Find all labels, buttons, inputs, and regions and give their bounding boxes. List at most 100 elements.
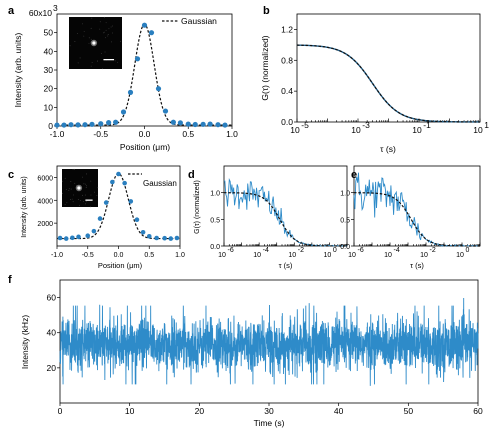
data-point-a bbox=[68, 122, 74, 128]
x-tick-label-b: 10 bbox=[412, 125, 422, 135]
data-point-c bbox=[174, 235, 180, 241]
inset-noise bbox=[90, 194, 92, 196]
data-point-c bbox=[110, 179, 115, 185]
inset-noise bbox=[105, 22, 107, 24]
data-point-a bbox=[222, 122, 228, 128]
y-exponent-sup-a: 3 bbox=[53, 3, 58, 13]
inset-noise bbox=[112, 25, 113, 27]
inset-noise bbox=[103, 31, 105, 33]
inset-noise bbox=[70, 181, 72, 182]
data-point-c bbox=[168, 236, 174, 241]
data-point-c bbox=[154, 235, 159, 241]
x-tick-label-c: 1.0 bbox=[175, 252, 185, 259]
inset-noise bbox=[72, 201, 74, 203]
data-trace-d bbox=[223, 178, 348, 247]
x-tick-label-c: 0.0 bbox=[114, 252, 124, 259]
inset-noise bbox=[69, 45, 71, 47]
inset-spot bbox=[92, 41, 96, 45]
y-axis-label-a: Intensity (arb. units) bbox=[13, 33, 23, 108]
data-point-a bbox=[120, 109, 127, 115]
data-point-c bbox=[97, 216, 103, 221]
inset-noise bbox=[99, 28, 101, 30]
data-point-a bbox=[192, 121, 198, 128]
inset-noise bbox=[103, 32, 105, 34]
inset-noise bbox=[61, 180, 63, 182]
y-exponent-label-a: 60x10 bbox=[29, 8, 52, 18]
inset-noise bbox=[74, 41, 76, 42]
data-point-a bbox=[61, 122, 67, 128]
panel-label-a: a bbox=[8, 5, 15, 17]
data-point-c bbox=[162, 235, 167, 241]
x-axis-label-c: Position (μm) bbox=[98, 261, 143, 270]
x-tick-label-a: -0.5 bbox=[93, 129, 108, 139]
y-tick-label-c: 4000 bbox=[37, 198, 53, 205]
inset-noise bbox=[102, 68, 103, 70]
inset-noise bbox=[90, 206, 91, 208]
data-trace-e bbox=[353, 172, 481, 247]
y-tick-label-b: 0.0 bbox=[281, 117, 293, 127]
inset-noise bbox=[72, 168, 74, 170]
x-tick-exponent-e: -6 bbox=[358, 247, 364, 254]
fit-curve-b bbox=[296, 44, 480, 123]
y-tick-label-e: 0.0 bbox=[340, 244, 350, 251]
x-tick-label-a: 0.0 bbox=[139, 129, 151, 139]
y-tick-label-c: 6000 bbox=[37, 175, 53, 182]
inset-noise bbox=[107, 35, 109, 37]
inset-noise bbox=[83, 31, 85, 32]
x-tick-label-d: 10 bbox=[324, 252, 332, 259]
inset-noise bbox=[65, 189, 67, 191]
intensity-trace-f bbox=[59, 297, 479, 386]
x-tick-label-c: -0.5 bbox=[82, 252, 94, 259]
inset-noise bbox=[107, 34, 109, 35]
data-point-c bbox=[146, 233, 152, 239]
x-tick-exponent-e: -2 bbox=[430, 247, 436, 254]
inset-noise bbox=[68, 188, 70, 190]
fit-curve-e bbox=[353, 192, 480, 247]
inset-spot bbox=[77, 186, 81, 190]
data-point-a bbox=[113, 119, 119, 125]
y-tick-label-c: 2000 bbox=[37, 221, 53, 228]
data-point-c bbox=[140, 229, 146, 235]
data-point-a bbox=[89, 121, 95, 127]
panel-label-b: b bbox=[263, 5, 270, 17]
inset-noise bbox=[114, 60, 116, 62]
inset-noise bbox=[82, 194, 84, 196]
x-tick-label-d: 10 bbox=[253, 252, 261, 259]
data-point-a bbox=[185, 121, 191, 127]
x-tick-label-b: 10 bbox=[351, 125, 361, 135]
y-tick-label-f: 60 bbox=[47, 293, 57, 303]
inset-noise bbox=[99, 21, 101, 23]
x-tick-exponent-b: -5 bbox=[301, 120, 309, 130]
inset-noise bbox=[64, 204, 66, 205]
y-axis-label-d: G(τ) (normalized) bbox=[194, 180, 201, 234]
data-point-c bbox=[116, 171, 121, 177]
x-tick-label-a: 1.0 bbox=[226, 129, 238, 139]
inset-noise bbox=[83, 183, 85, 185]
inset-noise bbox=[80, 199, 82, 201]
inset-noise bbox=[91, 17, 93, 19]
inset-noise bbox=[103, 16, 105, 18]
inset-noise bbox=[104, 51, 106, 53]
data-point-c bbox=[63, 236, 69, 241]
plot-frame-e bbox=[353, 165, 481, 247]
inset-noise bbox=[74, 182, 76, 184]
data-point-c bbox=[57, 235, 63, 241]
inset-noise bbox=[105, 37, 107, 39]
inset-noise bbox=[105, 29, 107, 31]
data-point-c bbox=[85, 233, 91, 239]
x-tick-label-f: 40 bbox=[334, 406, 344, 416]
x-tick-exponent-b: -3 bbox=[362, 120, 370, 130]
x-tick-label-e: 10 bbox=[456, 252, 464, 259]
inset-noise bbox=[74, 168, 75, 170]
y-tick-label-a: 50 bbox=[44, 28, 54, 38]
data-point-a bbox=[106, 120, 112, 126]
plot-frame-d bbox=[223, 165, 348, 247]
inset-noise bbox=[85, 201, 87, 203]
x-tick-label-f: 20 bbox=[195, 406, 205, 416]
x-tick-label-c: 0.5 bbox=[144, 252, 154, 259]
data-point-a bbox=[207, 121, 213, 127]
x-axis-label-a: Position (μm) bbox=[120, 142, 170, 152]
inset-noise bbox=[71, 198, 73, 200]
inset-noise bbox=[120, 40, 121, 42]
x-tick-label-f: 0 bbox=[58, 406, 63, 416]
